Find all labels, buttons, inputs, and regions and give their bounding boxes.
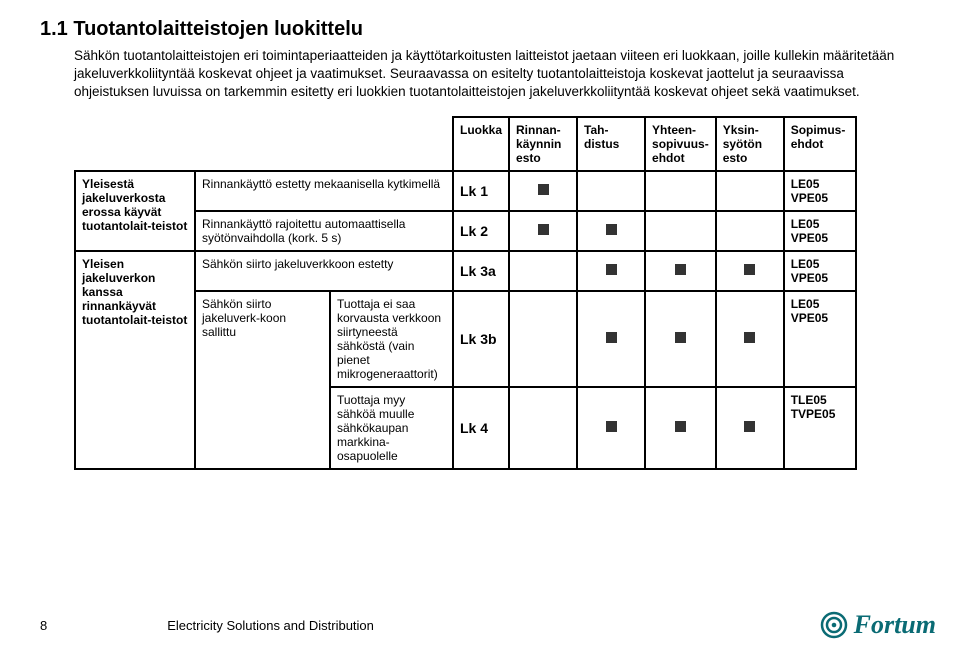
- filled-square-icon: [744, 332, 755, 343]
- fortum-logo: Fortum: [820, 610, 936, 640]
- row-lk: Lk 3a: [453, 251, 509, 291]
- filled-square-icon: [744, 264, 755, 275]
- mark-cell: [509, 211, 577, 251]
- fortum-logo-icon: [820, 611, 848, 639]
- group-label: Yleisestä jakeluverkosta erossa käyvät t…: [75, 171, 195, 251]
- mark-cell: [716, 291, 784, 387]
- mark-cell: [645, 171, 716, 211]
- fortum-logo-text: Fortum: [854, 610, 936, 640]
- row-desc2: Tuottaja myy sähköä muulle sähkökaupan m…: [330, 387, 453, 469]
- row-desc2: Tuottaja ei saa korvausta verkkoon siirt…: [330, 291, 453, 387]
- mark-cell: [509, 251, 577, 291]
- classification-table: Luokka Rinnan-käynnin esto Tah-distus Yh…: [74, 116, 857, 470]
- mark-cell: [509, 291, 577, 387]
- mark-cell: [645, 291, 716, 387]
- header-yhteen: Yhteen-sopivuus-ehdot: [645, 117, 716, 171]
- mark-cell: [577, 387, 645, 469]
- header-sopimus: Sopimus-ehdot: [784, 117, 856, 171]
- table-header-row: Luokka Rinnan-käynnin esto Tah-distus Yh…: [75, 117, 856, 171]
- filled-square-icon: [744, 421, 755, 432]
- filled-square-icon: [675, 332, 686, 343]
- row-desc: Rinnankäyttö rajoitettu automaattisella …: [195, 211, 453, 251]
- row-sopimus: LE05VPE05: [784, 291, 856, 387]
- mark-cell: [645, 387, 716, 469]
- header-blank: [75, 117, 453, 171]
- filled-square-icon: [606, 224, 617, 235]
- footer-title: Electricity Solutions and Distribution: [167, 618, 374, 633]
- mark-cell: [577, 211, 645, 251]
- page-number: 8: [40, 618, 47, 633]
- row-sopimus: LE05VPE05: [784, 251, 856, 291]
- mark-cell: [577, 291, 645, 387]
- mark-cell: [645, 251, 716, 291]
- mark-cell: [716, 171, 784, 211]
- filled-square-icon: [606, 332, 617, 343]
- mark-cell: [716, 211, 784, 251]
- row-sopimus: LE05VPE05: [784, 211, 856, 251]
- mark-cell: [577, 171, 645, 211]
- group-label: Yleisen jakeluverkon kanssa rinnankäyvät…: [75, 251, 195, 469]
- header-yksin: Yksin-syötön esto: [716, 117, 784, 171]
- filled-square-icon: [538, 184, 549, 195]
- header-rinnan: Rinnan-käynnin esto: [509, 117, 577, 171]
- row-desc: Sähkön siirto jakeluverk-koon sallittu: [195, 291, 330, 469]
- mark-cell: [509, 171, 577, 211]
- row-lk: Lk 3b: [453, 291, 509, 387]
- mark-cell: [716, 251, 784, 291]
- header-luokka: Luokka: [453, 117, 509, 171]
- row-lk: Lk 2: [453, 211, 509, 251]
- filled-square-icon: [675, 421, 686, 432]
- classification-table-wrap: Luokka Rinnan-käynnin esto Tah-distus Yh…: [74, 116, 920, 470]
- mark-cell: [577, 251, 645, 291]
- filled-square-icon: [538, 224, 549, 235]
- filled-square-icon: [675, 264, 686, 275]
- mark-cell: [509, 387, 577, 469]
- row-lk: Lk 4: [453, 387, 509, 469]
- header-tahdistus: Tah-distus: [577, 117, 645, 171]
- filled-square-icon: [606, 421, 617, 432]
- row-sopimus: LE05VPE05: [784, 171, 856, 211]
- filled-square-icon: [606, 264, 617, 275]
- mark-cell: [645, 211, 716, 251]
- row-desc: Rinnankäyttö estetty mekaanisella kytkim…: [195, 171, 453, 211]
- table-row: Yleisestä jakeluverkosta erossa käyvät t…: [75, 171, 856, 211]
- section-title: 1.1 Tuotantolaitteistojen luokittelu: [40, 18, 920, 41]
- mark-cell: [716, 387, 784, 469]
- page-footer: 8 Electricity Solutions and Distribution…: [0, 606, 960, 650]
- row-lk: Lk 1: [453, 171, 509, 211]
- row-sopimus: TLE05TVPE05: [784, 387, 856, 469]
- intro-paragraph: Sähkön tuotantolaitteistojen eri toimint…: [74, 47, 920, 102]
- table-row: Yleisen jakeluverkon kanssa rinnankäyvät…: [75, 251, 856, 291]
- row-desc: Sähkön siirto jakeluverkkoon estetty: [195, 251, 453, 291]
